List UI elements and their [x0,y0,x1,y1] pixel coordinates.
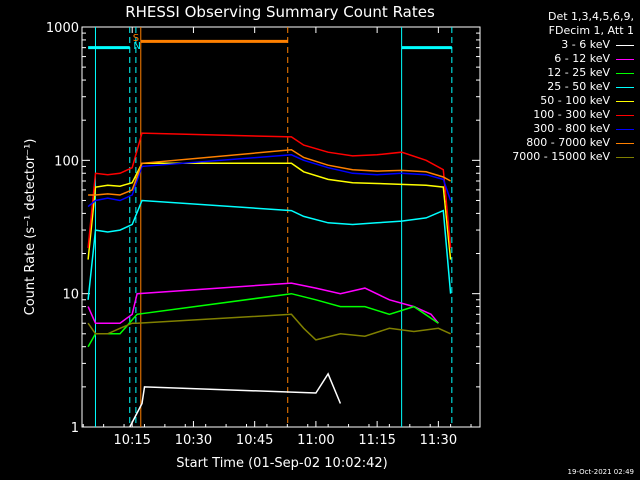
legend-label: 25 - 50 keV [547,80,610,93]
legend-label: 6 - 12 keV [554,52,610,65]
footer-timestamp: 19-Oct-2021 02:49 [567,468,634,476]
legend-swatch [616,58,634,60]
y-tick-label: 1000 [46,21,79,36]
legend-label: 50 - 100 keV [540,94,610,107]
series-line [88,149,451,196]
series-line [87,132,452,249]
x-tick-label: 11:30 [420,433,457,448]
event-markers: SN [88,27,453,427]
legend-header-line-1: Det 1,3,4,5,6,9, [547,10,634,23]
legend-item: 25 - 50 keV [434,80,634,94]
series-line [87,154,452,208]
legend-label: 300 - 800 keV [533,122,610,135]
legend-label: 3 - 6 keV [561,38,610,51]
x-tick-label: 10:30 [175,433,212,448]
flag-marker: S [133,33,139,44]
legend-item: 50 - 100 keV [434,94,634,108]
x-tick-label: 10:15 [113,433,150,448]
legend-label: 7000 - 15000 keV [512,150,610,163]
legend-swatch [616,128,634,130]
legend-item: 100 - 300 keV [434,108,634,122]
x-tick-label: 10:45 [236,433,273,448]
flag-marker: N [133,41,140,52]
legend-item: 800 - 7000 keV [434,136,634,150]
legend-swatch [616,86,634,88]
legend-swatch [616,114,634,116]
legend-header-line-2: FDecim 1, Att 1 [548,24,634,37]
legend-swatch [616,44,634,46]
plot-frame [81,26,481,428]
legend-item: 6 - 12 keV [434,52,634,66]
series-line [87,162,452,260]
legend-swatch [616,100,634,102]
legend-swatch [616,72,634,74]
y-tick-label: 10 [62,288,79,303]
series-line [87,292,439,348]
legend-item: 300 - 800 keV [434,122,634,136]
legend-swatch [616,142,634,144]
x-axis-label: Start Time (01-Sep-02 10:02:42) [176,456,387,471]
legend-label: 800 - 7000 keV [526,136,610,149]
legend-label: 12 - 25 keV [547,66,610,79]
axes-ticks: 10:15 10:30 10:45 11:00 11:15 11:30 1 10 100 1000 [46,21,480,448]
series-lines [87,132,452,428]
y-axis-label: Count Rate (s⁻¹ detector⁻¹) [23,139,38,316]
series-line [87,199,452,300]
series-line [129,372,342,428]
legend: Det 1,3,4,5,6,9, FDecim 1, Att 1 3 - 6 k… [434,10,634,164]
x-tick-label: 11:15 [358,433,395,448]
legend-swatch [616,156,634,158]
legend-label: 100 - 300 keV [533,108,610,121]
y-tick-label: 100 [54,154,79,169]
chart-title: RHESSI Observing Summary Count Rates [125,3,435,21]
legend-item: 12 - 25 keV [434,66,634,80]
legend-item: 3 - 6 keV [434,38,634,52]
x-tick-label: 11:00 [297,433,334,448]
y-tick-label: 1 [71,421,79,436]
series-line [87,313,451,341]
legend-item: 7000 - 15000 keV [434,150,634,164]
